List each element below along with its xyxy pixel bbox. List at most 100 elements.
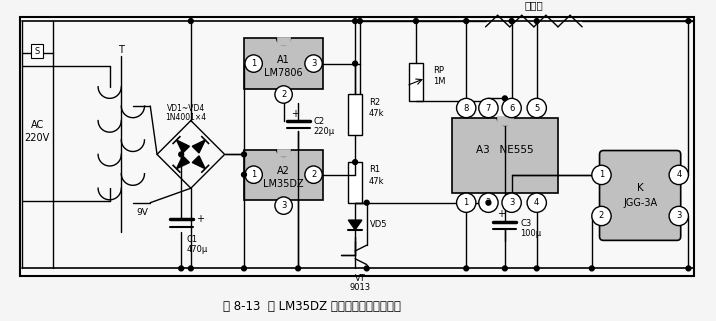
Text: VT: VT <box>354 273 365 282</box>
Bar <box>244 150 323 200</box>
Circle shape <box>502 193 521 213</box>
Text: 电热褥: 电热褥 <box>524 1 543 11</box>
Text: 1: 1 <box>251 59 256 68</box>
Bar <box>20 17 695 276</box>
Text: 图 8-13  用 LM35DZ 制作的家禽孵化箱電路: 图 8-13 用 LM35DZ 制作的家禽孵化箱電路 <box>223 299 400 313</box>
Circle shape <box>503 96 507 101</box>
Circle shape <box>353 19 357 23</box>
Circle shape <box>241 152 246 157</box>
Circle shape <box>464 266 469 271</box>
Circle shape <box>457 193 476 213</box>
Text: 3: 3 <box>509 198 514 207</box>
Text: 2: 2 <box>311 170 316 179</box>
Circle shape <box>179 266 183 271</box>
Circle shape <box>241 172 246 177</box>
Text: 9013: 9013 <box>349 283 370 292</box>
Circle shape <box>275 197 292 214</box>
Polygon shape <box>177 156 190 169</box>
Circle shape <box>669 206 688 226</box>
Text: 220V: 220V <box>24 133 50 143</box>
Text: 220μ: 220μ <box>314 127 334 136</box>
Circle shape <box>305 55 322 72</box>
Circle shape <box>353 160 357 165</box>
Circle shape <box>364 200 369 205</box>
Text: 47k: 47k <box>369 109 384 118</box>
Text: 3: 3 <box>311 59 316 68</box>
Text: K: K <box>637 183 644 193</box>
Bar <box>244 39 323 89</box>
Text: C1: C1 <box>187 235 198 244</box>
Text: A1: A1 <box>277 55 290 65</box>
Circle shape <box>245 55 262 72</box>
Circle shape <box>179 152 183 157</box>
Text: 6: 6 <box>509 103 514 113</box>
Circle shape <box>457 98 476 118</box>
Circle shape <box>527 193 546 213</box>
Polygon shape <box>193 140 205 153</box>
Circle shape <box>509 19 514 23</box>
Circle shape <box>241 266 246 271</box>
Circle shape <box>486 200 491 205</box>
Circle shape <box>188 19 193 23</box>
Bar <box>410 63 422 101</box>
Bar <box>32 44 43 58</box>
Circle shape <box>479 193 498 213</box>
Text: 1M: 1M <box>433 77 446 86</box>
Circle shape <box>686 266 691 271</box>
Bar <box>349 162 362 203</box>
Text: 4: 4 <box>676 170 682 179</box>
Text: 4: 4 <box>534 198 539 207</box>
Text: S: S <box>34 47 40 56</box>
Text: 470μ: 470μ <box>187 245 208 254</box>
Circle shape <box>592 165 611 185</box>
Text: RP: RP <box>433 66 445 75</box>
Text: 2: 2 <box>486 198 491 207</box>
Circle shape <box>353 61 357 66</box>
Text: +: + <box>497 209 505 219</box>
Circle shape <box>534 266 539 271</box>
Text: +: + <box>291 109 299 119</box>
Bar <box>452 118 558 193</box>
Text: 2: 2 <box>599 212 604 221</box>
Text: VD5: VD5 <box>369 221 387 230</box>
Circle shape <box>305 166 322 183</box>
Text: 100μ: 100μ <box>521 229 541 238</box>
Circle shape <box>464 19 469 23</box>
FancyBboxPatch shape <box>599 151 681 240</box>
Bar <box>277 149 291 156</box>
Text: T: T <box>118 45 124 55</box>
Circle shape <box>589 266 594 271</box>
Circle shape <box>534 19 539 23</box>
Text: +: + <box>196 214 205 224</box>
Text: 3: 3 <box>281 201 286 210</box>
Text: C3: C3 <box>521 220 531 229</box>
Circle shape <box>502 98 521 118</box>
Text: 7: 7 <box>485 103 491 113</box>
Bar <box>497 116 513 126</box>
Text: LM7806: LM7806 <box>264 68 303 78</box>
Circle shape <box>669 165 688 185</box>
Bar <box>21 65 53 201</box>
Text: A2: A2 <box>277 166 290 176</box>
Circle shape <box>275 86 292 103</box>
Text: 1: 1 <box>463 198 469 207</box>
Circle shape <box>686 19 691 23</box>
Polygon shape <box>193 156 205 169</box>
Circle shape <box>357 19 362 23</box>
Text: 1: 1 <box>599 170 604 179</box>
Bar <box>349 94 362 135</box>
Text: 47k: 47k <box>369 177 384 186</box>
Text: C2: C2 <box>314 117 324 126</box>
Text: VD1~VD4: VD1~VD4 <box>167 103 205 113</box>
Text: JGG-3A: JGG-3A <box>623 198 657 208</box>
Polygon shape <box>177 140 190 153</box>
Circle shape <box>245 166 262 183</box>
Circle shape <box>414 19 418 23</box>
Text: 3: 3 <box>676 212 682 221</box>
Text: 8: 8 <box>463 103 469 113</box>
Text: 5: 5 <box>534 103 539 113</box>
Text: R1: R1 <box>369 165 379 174</box>
Text: LM35DZ: LM35DZ <box>263 179 304 189</box>
Circle shape <box>364 266 369 271</box>
Text: 1N4001×4: 1N4001×4 <box>165 113 207 122</box>
